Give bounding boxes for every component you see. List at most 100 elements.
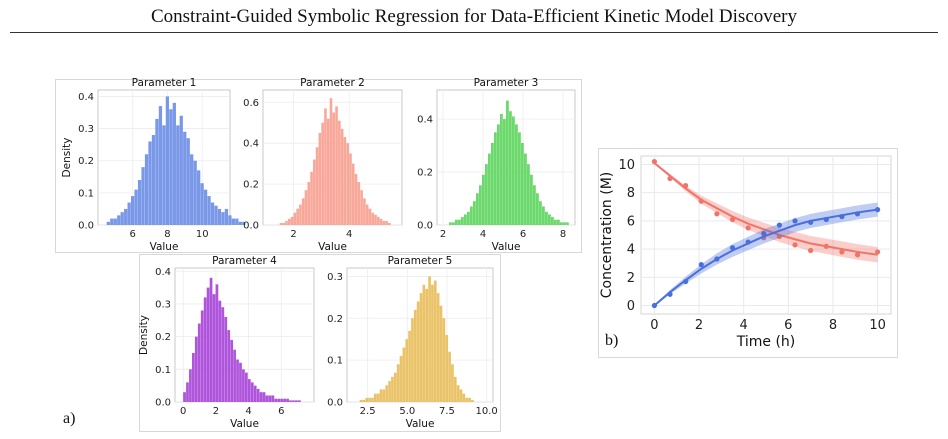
x-tick-label: 6 bbox=[130, 229, 136, 240]
y-tick-label: 0 bbox=[627, 299, 635, 314]
histogram-bar bbox=[193, 160, 197, 225]
histogram-bar bbox=[134, 189, 138, 225]
x-tick-label: 6 bbox=[278, 406, 284, 417]
histogram-bar bbox=[218, 300, 222, 402]
data-point bbox=[823, 243, 829, 249]
histogram-bar bbox=[247, 379, 251, 402]
histogram-bar bbox=[376, 216, 380, 225]
histogram-bar bbox=[548, 214, 551, 225]
y-tick-label: 0.2 bbox=[155, 332, 171, 343]
data-point bbox=[839, 249, 845, 255]
data-point bbox=[651, 302, 657, 309]
histogram-bar bbox=[343, 137, 347, 225]
histogram-bar bbox=[399, 355, 403, 402]
y-tick-label: 0.3 bbox=[78, 124, 94, 135]
histogram-bar bbox=[515, 124, 518, 225]
histogram-bar bbox=[307, 182, 311, 225]
histogram-bar bbox=[545, 211, 548, 225]
y-tick-label: 0.1 bbox=[78, 188, 94, 199]
histogram-bar bbox=[304, 190, 308, 225]
histogram-bar bbox=[329, 98, 333, 225]
histogram-bar bbox=[296, 208, 299, 225]
histogram-bar bbox=[506, 100, 509, 225]
histogram-bar bbox=[354, 173, 358, 225]
histogram-parameter-3: 0.0 0.2 0.4 2 4 6 8 Parameter 3 Value bbox=[417, 77, 576, 253]
histogram-bar bbox=[482, 174, 485, 225]
y-tick-label: 0.2 bbox=[78, 156, 94, 167]
histogram-bar bbox=[509, 111, 512, 225]
histogram-bar bbox=[332, 112, 336, 225]
x-tick-label: 8 bbox=[560, 229, 566, 240]
histogram-bar bbox=[288, 218, 291, 225]
data-point bbox=[745, 225, 751, 231]
histogram-bar bbox=[554, 219, 557, 225]
histogram-bar bbox=[560, 222, 563, 225]
y-tick-label: 0.0 bbox=[417, 221, 433, 232]
histogram-bar bbox=[183, 392, 186, 402]
histogram-bar bbox=[402, 347, 406, 402]
fit-line bbox=[653, 208, 878, 307]
histogram-bar bbox=[376, 393, 380, 402]
x-axis-label: Value bbox=[230, 418, 259, 430]
histogram-bar bbox=[324, 108, 327, 225]
histogram-bar bbox=[379, 389, 383, 402]
histogram-bar bbox=[262, 392, 266, 402]
histogram-bar bbox=[158, 106, 163, 225]
histogram-bar bbox=[465, 397, 469, 402]
histogram-bar bbox=[368, 208, 372, 225]
histogram-bar bbox=[189, 369, 192, 402]
histogram-bar bbox=[455, 219, 458, 225]
histogram-bar bbox=[295, 400, 298, 402]
histogram-bar bbox=[242, 369, 245, 402]
data-point bbox=[875, 249, 881, 255]
y-tick-label: 0.1 bbox=[155, 365, 171, 376]
x-tick-label: 4 bbox=[245, 406, 251, 417]
data-point bbox=[776, 233, 782, 240]
histogram-bar bbox=[363, 198, 366, 225]
histogram-bar bbox=[521, 142, 524, 225]
histogram-bar bbox=[462, 393, 466, 402]
x-tick-label: 4 bbox=[346, 229, 352, 240]
histogram-bar bbox=[448, 351, 451, 402]
histogram-bar bbox=[542, 206, 545, 225]
histogram-bar bbox=[280, 398, 284, 402]
histogram-bar bbox=[290, 216, 294, 225]
histogram-bar bbox=[368, 397, 371, 402]
histogram-bar bbox=[563, 222, 566, 225]
x-tick-label: 7.5 bbox=[439, 406, 455, 417]
x-tick-label: 5.0 bbox=[399, 406, 415, 417]
data-point bbox=[875, 207, 881, 213]
histogram-bar bbox=[349, 153, 352, 225]
histogram-bar bbox=[371, 212, 374, 225]
histogram-bar bbox=[479, 185, 482, 225]
x-axis-label: Time (h) bbox=[736, 334, 796, 350]
histogram-bar bbox=[214, 205, 218, 225]
histogram-bar bbox=[433, 280, 437, 402]
x-tick-label: 10.0 bbox=[476, 406, 498, 417]
histogram-bar bbox=[500, 113, 503, 225]
histogram-bar bbox=[279, 222, 283, 225]
histogram-bar bbox=[491, 142, 494, 225]
histogram-bar bbox=[165, 96, 170, 225]
y-tick-label: 0.2 bbox=[417, 168, 433, 179]
histogram-bar bbox=[419, 293, 423, 402]
histogram-bar bbox=[393, 372, 397, 402]
histogram-bar bbox=[131, 196, 135, 225]
histogram-bar bbox=[388, 222, 391, 225]
histogram-bar bbox=[518, 132, 521, 225]
data-point bbox=[854, 211, 861, 217]
histogram-bar bbox=[405, 339, 409, 402]
histogram-bar bbox=[431, 284, 434, 402]
histogram-bar bbox=[338, 120, 341, 225]
data-point bbox=[683, 278, 689, 285]
kinetics-line-chart: 0 2 4 6 8 10 0 2 4 6 8 10 Time (h) Concentration (M) bbox=[599, 155, 892, 350]
histogram-bar bbox=[259, 392, 263, 402]
y-tick-label: 0.3 bbox=[327, 272, 343, 283]
histogram-bar bbox=[494, 132, 497, 225]
histogram-bar bbox=[416, 301, 420, 402]
histogram-bar bbox=[527, 164, 530, 225]
histogram-bar bbox=[530, 174, 533, 225]
histogram-bar bbox=[335, 106, 338, 225]
histogram-bar bbox=[215, 284, 219, 402]
data-point bbox=[792, 218, 798, 224]
